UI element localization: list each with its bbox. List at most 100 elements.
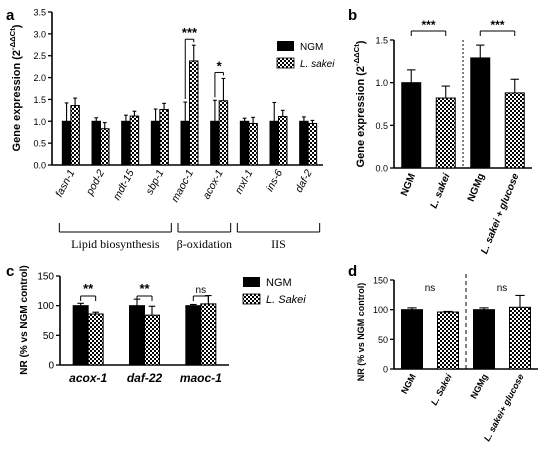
bar-a-sakei-acox-1	[218, 100, 229, 166]
bar-a-ngm-sbp-1	[150, 120, 161, 166]
y-tick-label-c: 50	[43, 331, 55, 342]
bar-b-0	[401, 82, 422, 169]
group-label-a: Lipid biosynthesis	[71, 237, 160, 251]
bar-a-sakei-maoc-1	[189, 60, 199, 166]
sig-label-c: **	[83, 281, 94, 296]
y-tick-label-c: 0	[48, 361, 54, 372]
bar-a-sakei-mxl-1	[248, 122, 258, 166]
y-tick-label-c: 100	[37, 301, 54, 312]
y-tick-label-a: 1.0	[33, 117, 46, 127]
panel-letter-b: b	[348, 7, 357, 24]
bar-a-ngm-maoc-1	[180, 120, 190, 166]
legend-a-label-sakei: L. sakei	[300, 59, 335, 70]
x-tick-label-a: acox-1	[200, 168, 225, 201]
bar-a-ngm-acox-1	[210, 120, 220, 166]
panel-letter-a: a	[6, 7, 15, 24]
y-tick-label-d: 100	[373, 305, 388, 315]
bar-a-sakei-sbp-1	[159, 108, 169, 166]
bar-b-2	[470, 57, 491, 169]
y-tick-label-a: 0.5	[33, 139, 46, 149]
bar-c-sakei-daf-22	[144, 314, 160, 366]
legend-a-swatch-ngm	[277, 41, 294, 51]
legend-c-label-ngm: NGM	[266, 277, 292, 289]
bar-d-0	[401, 309, 423, 370]
bar-a-ngm-pod-2	[91, 120, 101, 166]
bar-a-sakei-ins-6	[278, 115, 288, 166]
bar-d-2	[473, 309, 495, 370]
bar-c-sakei-maoc-1	[200, 303, 217, 366]
sig-label-c: **	[139, 281, 150, 296]
y-tick-label-a: 2.0	[33, 73, 46, 83]
x-tick-label-b: NGMg	[466, 172, 487, 203]
legend-a-swatch-sakei	[276, 57, 295, 69]
chart-c: 0 50 100 150 NR (% vs NGM control) acox-1 daf-…	[19, 265, 229, 385]
y-tick-label-b: 0.0	[375, 164, 388, 174]
y-axis-title-a: Gene expression (2-ΔΔCt)	[8, 24, 23, 151]
y-tick-label-a: 1.5	[33, 95, 46, 105]
x-tick-label-a: daf-2	[293, 168, 315, 195]
sig-label-b: ***	[490, 18, 504, 32]
x-tick-label-d: L. Sakei	[429, 372, 454, 407]
y-tick-label-b: 0.5	[375, 121, 388, 131]
y-tick-label-b: 1.5	[375, 36, 388, 46]
x-tick-label-d: L. sakei+ glucose	[482, 372, 526, 443]
bar-a-ngm-fasn-1	[61, 120, 72, 166]
y-tick-label-c: 150	[37, 272, 54, 283]
legend-c: NGM L. Sakei	[242, 277, 306, 306]
x-tick-label-a: maoc-1	[169, 168, 196, 205]
sig-label-a: ***	[182, 25, 198, 40]
x-tick-label-a: ins-6	[264, 168, 285, 194]
bar-c-sakei-acox-1	[87, 313, 104, 366]
legend-a-label-ngm: NGM	[300, 42, 323, 53]
y-tick-label-a: 0.0	[33, 161, 46, 171]
x-tick-label-a: fasn-1	[53, 168, 77, 199]
legend-c-label-sakei: L. Sakei	[266, 294, 306, 306]
x-tick-label-c: daf-22	[127, 371, 163, 385]
sig-label-d: ns	[425, 283, 436, 294]
bar-c-ngm-acox-1	[72, 305, 89, 366]
bar-a-sakei-daf-2	[307, 122, 318, 166]
x-tick-label-a: mxl-1	[233, 168, 256, 196]
x-tick-label-d: NGM	[399, 372, 418, 395]
bar-b-3	[504, 92, 525, 169]
x-tick-label-c: acox-1	[69, 371, 107, 385]
bar-a-sakei-pod-2	[100, 128, 110, 166]
x-tick-label-a: sbp-1	[144, 168, 167, 197]
bar-c-ngm-daf-22	[129, 305, 145, 366]
x-tick-label-a: pod-2	[83, 168, 107, 198]
panel-letter-c: c	[6, 263, 14, 280]
x-tick-label-b: L. sakei	[429, 172, 453, 210]
x-tick-label-b: NGM	[399, 172, 418, 198]
sig-label-d: ns	[497, 283, 508, 294]
legend-a: NGM L. sakei	[276, 41, 335, 70]
group-label-a: β-oxidation	[177, 237, 232, 251]
bar-a-ngm-mxl-1	[239, 120, 250, 166]
bar-a-ngm-daf-2	[299, 120, 309, 166]
y-tick-label-d: 0	[383, 365, 388, 375]
y-tick-label-d: 50	[378, 335, 388, 345]
group-label-a: IIS	[271, 237, 286, 251]
bar-b-1	[435, 97, 456, 169]
panel-letter-d: d	[348, 263, 357, 280]
y-tick-label-a: 2.5	[33, 51, 46, 61]
y-axis-title-c: NR (% vs NGM control)	[19, 265, 30, 374]
y-axis-title-d: NR (% vs NGM control)	[356, 283, 366, 382]
x-tick-label-b: L. sakei + glucose	[479, 172, 522, 256]
bar-a-sakei-mdt-15	[129, 115, 140, 166]
chart-d: 0 50 100 150 NR (% vs NGM control) NGM L. Sake…	[356, 274, 538, 443]
bar-c-ngm-maoc-1	[185, 305, 202, 366]
y-tick-label-b: 1.0	[375, 78, 388, 88]
x-tick-label-d: NGMg	[468, 372, 489, 400]
legend-c-swatch-sakei	[242, 293, 261, 305]
sig-label-c: ns	[196, 285, 207, 296]
y-axis-title-b: Gene expression (2-ΔΔCt)	[352, 40, 367, 167]
bar-a-sakei-fasn-1	[70, 105, 80, 166]
sig-label-a: *	[217, 58, 223, 73]
chart-a: 0.0 0.5 1.0 1.5 2.0 2.5 3.0 3.5 Gene expression …	[8, 8, 323, 251]
chart-b: 0.0 0.5 1.0 1.5 Gene expression (2-ΔΔCt) NGM L…	[352, 18, 532, 256]
x-tick-label-c: maoc-1	[180, 371, 222, 385]
x-tick-label-a: mdt-15	[111, 168, 137, 203]
bar-a-ngm-ins-6	[269, 120, 279, 166]
y-tick-label-d: 150	[373, 276, 388, 286]
